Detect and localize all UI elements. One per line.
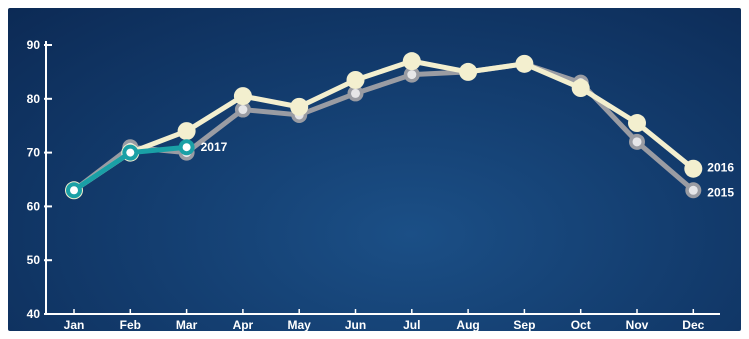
y-tick-label-40: 40: [27, 307, 41, 321]
x-tick-label-oct: Oct: [571, 318, 591, 331]
series-layer: [65, 52, 703, 200]
labels-layer: 2015 2016 2017: [201, 140, 735, 199]
series-2017: [66, 139, 195, 199]
x-tick-label-apr: Apr: [233, 318, 254, 331]
line-chart: 40 50 60 70 80 90 Jan Feb Mar Apr May Jun Jul Aug Sep O…: [27, 38, 735, 331]
point-center-2015-jul: [407, 70, 417, 80]
chart-panel: 40 50 60 70 80 90 Jan Feb Mar Apr May Jun Jul Aug Sep O…: [8, 8, 741, 331]
point-2016-jul: [402, 52, 421, 71]
point-2016-oct: [571, 79, 590, 98]
x-tick-label-feb: Feb: [120, 318, 141, 331]
x-tick-label-sep: Sep: [513, 318, 535, 331]
point-center-2015-dec: [688, 185, 698, 195]
point-center-2015-apr: [238, 105, 248, 115]
point-2016-mar: [177, 122, 196, 141]
x-tick-label-aug: Aug: [456, 318, 479, 331]
point-center-2017-mar: [182, 143, 191, 152]
point-2016-jun: [346, 70, 365, 89]
x-tick-label-nov: Nov: [626, 318, 649, 331]
x-tick-label-dec: Dec: [682, 318, 704, 331]
y-tick-label-90: 90: [27, 38, 41, 52]
y-tick-label-60: 60: [27, 199, 41, 213]
series-line-2016: [71, 58, 696, 193]
series-line-2015: [71, 61, 696, 193]
point-2016-aug: [459, 62, 478, 81]
point-center-2017-feb: [126, 148, 135, 157]
point-2016-dec: [684, 159, 703, 178]
point-2016-sep: [515, 54, 534, 73]
x-tick-label-jan: Jan: [64, 318, 85, 331]
series-2015: [66, 55, 702, 199]
series-label-2015: 2015: [707, 185, 734, 199]
y-tick-label-50: 50: [27, 253, 41, 267]
x-tick-label-jun: Jun: [345, 318, 366, 331]
axes: 40 50 60 70 80 90 Jan Feb Mar Apr May Jun Jul Aug Sep O…: [27, 38, 720, 331]
y-tick-label-80: 80: [27, 92, 41, 106]
series-label-2016: 2016: [707, 161, 734, 175]
point-2016-may: [290, 97, 309, 116]
point-center-2015-nov: [632, 137, 642, 147]
y-tick-label-70: 70: [27, 146, 41, 160]
x-tick-label-mar: Mar: [176, 318, 198, 331]
series-2016: [65, 52, 703, 200]
point-2016-nov: [628, 114, 646, 133]
x-tick-label-may: May: [288, 318, 312, 331]
point-center-2017-jan: [70, 186, 78, 195]
point-2016-apr: [233, 87, 252, 106]
x-tick-label-jul: Jul: [403, 318, 420, 331]
series-label-2017: 2017: [201, 140, 228, 154]
point-center-2015-jun: [351, 88, 360, 98]
